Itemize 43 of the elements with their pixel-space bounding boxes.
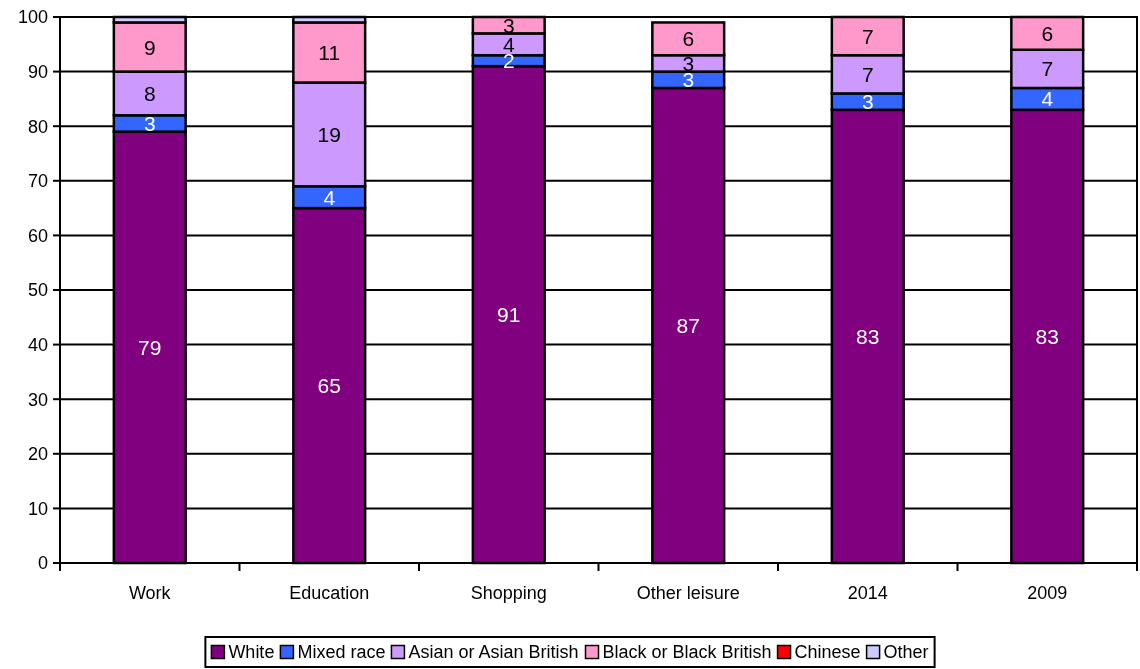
y-tick-label: 10 [27, 498, 48, 519]
x-tick-label: Shopping [470, 583, 547, 603]
data-label: 7 [861, 24, 874, 48]
legend-label: Other [883, 642, 929, 663]
data-label: 7 [1041, 57, 1054, 81]
data-label: 3 [502, 13, 515, 37]
data-label: 79 [138, 335, 162, 359]
data-label: 91 [497, 303, 521, 327]
data-label: 7 [861, 62, 874, 86]
data-label: 87 [676, 314, 700, 338]
y-tick-label: 40 [27, 335, 48, 356]
x-tick-label: Work [128, 583, 172, 603]
x-tick-label: Education [289, 583, 370, 603]
data-label: 9 [143, 35, 156, 59]
x-tick-label: Other leisure [636, 583, 740, 603]
data-label: 19 [317, 122, 341, 146]
data-label: 6 [1041, 21, 1054, 45]
data-label: 4 [323, 185, 336, 209]
legend-label: Chinese [794, 642, 861, 663]
data-label: 6 [682, 27, 695, 51]
y-tick-label: 100 [17, 7, 48, 28]
y-tick-label: 30 [27, 389, 48, 410]
legend-label: Black or Black British [602, 642, 772, 663]
data-label: 83 [856, 324, 880, 348]
legend-label: Mixed race [297, 642, 386, 663]
y-tick-label: 60 [27, 225, 48, 246]
y-tick-label: 50 [27, 280, 48, 301]
data-label: 8 [143, 82, 156, 105]
y-tick-label: 20 [27, 444, 48, 465]
x-tick-label: 2014 [847, 583, 888, 603]
data-label: 65 [317, 374, 341, 398]
legend-label: White [228, 642, 275, 663]
data-label: 11 [318, 41, 341, 65]
y-tick-label: 70 [27, 171, 48, 192]
data-label: 3 [861, 90, 874, 114]
data-label: 3 [143, 112, 156, 136]
legend-label: Asian or Asian British [408, 642, 579, 663]
y-tick-label: 0 [37, 553, 48, 574]
data-label: 83 [1035, 324, 1059, 348]
x-tick-label: 2009 [1027, 583, 1068, 603]
y-tick-label: 90 [27, 62, 48, 83]
y-tick-label: 80 [27, 116, 48, 137]
data-label: 4 [1041, 87, 1054, 111]
